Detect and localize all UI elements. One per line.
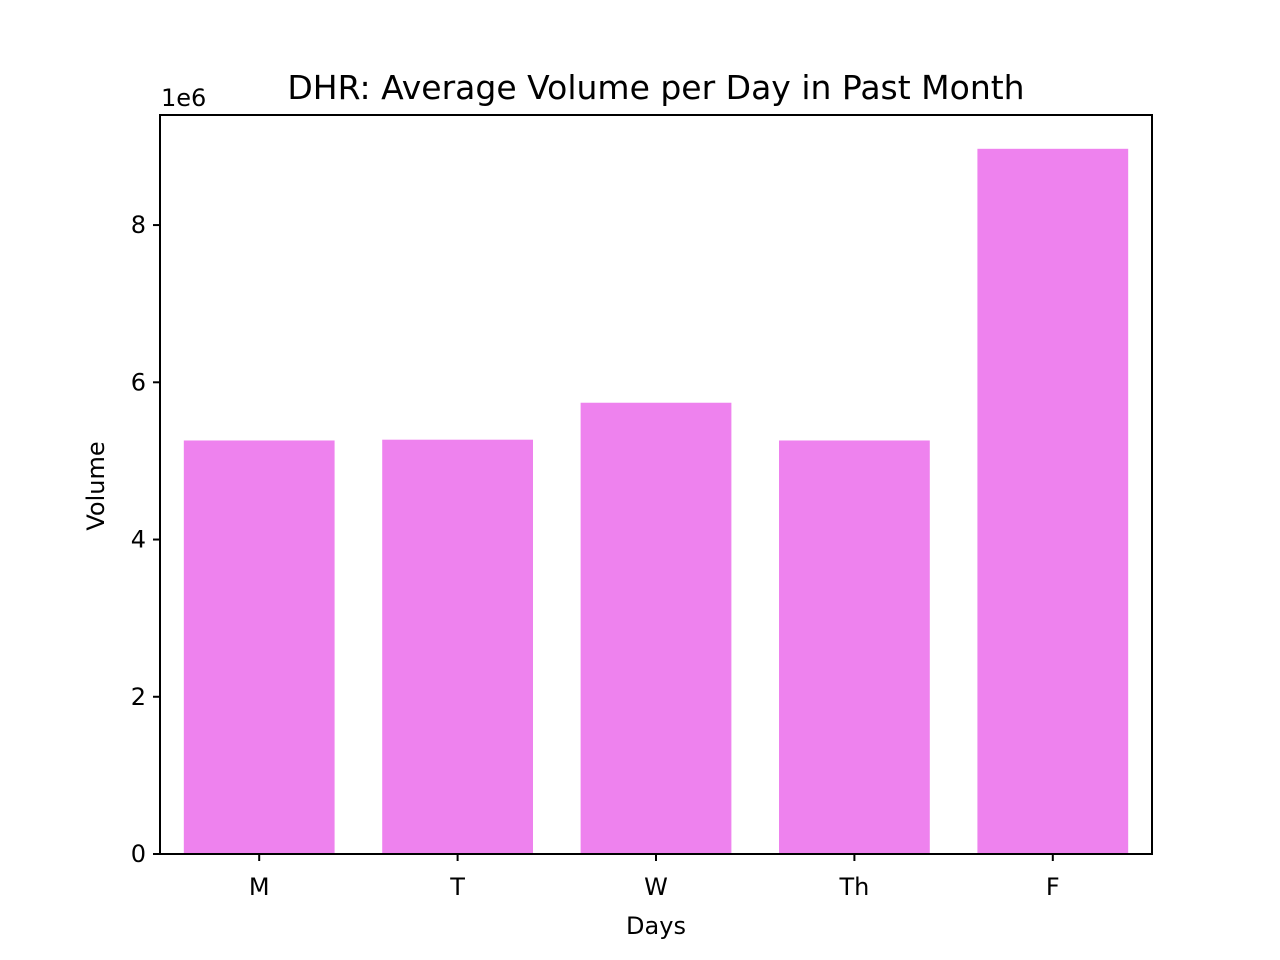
x-tick-label: T	[449, 873, 465, 901]
y-tick-label: 2	[131, 683, 146, 711]
bar-t	[382, 439, 533, 854]
y-tick-label: 8	[131, 211, 146, 239]
y-axis-offset-label: 1e6	[161, 84, 206, 112]
bar-w	[580, 402, 732, 854]
plot-area-frame	[159, 114, 1153, 855]
chart-title: DHR: Average Volume per Day in Past Mont…	[287, 68, 1024, 107]
x-tick-label: F	[1046, 873, 1060, 901]
x-tick-label: Th	[838, 873, 869, 901]
bar-m	[183, 440, 335, 854]
x-axis-label: Days	[626, 912, 686, 940]
x-tick-label: M	[249, 873, 270, 901]
x-tick-label: W	[644, 873, 668, 901]
bar-f	[977, 148, 1129, 855]
bar-th	[779, 440, 930, 854]
y-tick-label: 0	[131, 840, 146, 868]
y-axis-label: Volume	[82, 441, 110, 530]
y-tick-label: 6	[131, 368, 146, 396]
x-axis-ticks: M T W Th F	[249, 854, 1060, 901]
bars-group	[183, 148, 1129, 855]
y-tick-label: 4	[131, 526, 146, 554]
y-axis-ticks: 0 2 4 6 8	[131, 211, 160, 868]
